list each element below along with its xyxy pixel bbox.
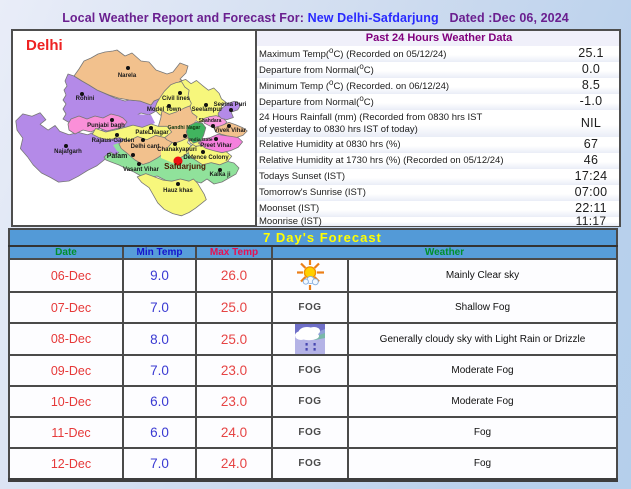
svg-text:Narela: Narela [118, 73, 137, 79]
svg-text:Preet Vihar: Preet Vihar [200, 143, 232, 149]
svg-text:Kalka ji: Kalka ji [209, 172, 230, 178]
svg-text:Delhi cant: Delhi cant [131, 144, 160, 150]
svg-text:Rohini: Rohini [76, 96, 95, 102]
svg-text:Palam: Palam [107, 153, 128, 160]
svg-text:Punjabi bagh: Punjabi bagh [87, 123, 125, 129]
svg-text:Seema Puri: Seema Puri [214, 102, 247, 108]
svg-text:Vivek Vihar: Vivek Vihar [214, 128, 247, 134]
svg-text:PateLNagar: PateLNagar [135, 130, 169, 136]
svg-text:Civil lines: Civil lines [162, 96, 191, 102]
svg-text:Model Town: Model Town [147, 107, 182, 113]
svg-text:Safdarjung: Safdarjung [164, 162, 206, 171]
svg-text:Najafgarh: Najafgarh [54, 149, 82, 155]
svg-text:Gandhi Nagar: Gandhi Nagar [168, 125, 201, 131]
svg-text:Shahdara: Shahdara [199, 118, 222, 124]
svg-text:Chanakyapuri: Chanakyapuri [157, 147, 197, 153]
svg-text:Vasant Vihar: Vasant Vihar [123, 167, 160, 173]
svg-text:Hauz khas: Hauz khas [163, 188, 193, 194]
svg-text:Defence Colony: Defence Colony [183, 155, 229, 161]
svg-text:Rajaus-Garden: Rajaus-Garden [92, 138, 135, 144]
svg-text:Seelampur: Seelampur [192, 107, 223, 113]
svg-text:India Gate: India Gate [189, 137, 213, 143]
